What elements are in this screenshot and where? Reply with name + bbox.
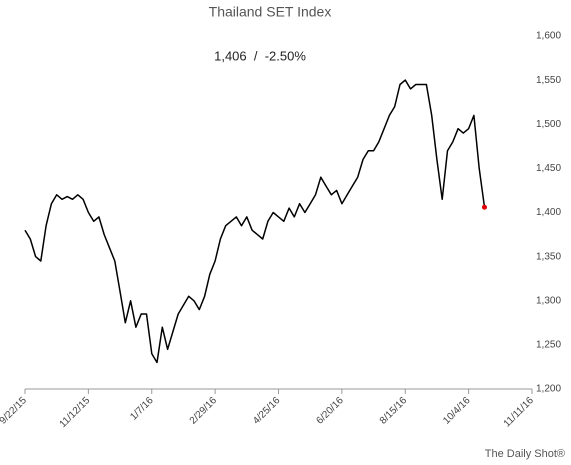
y-tick-label: 1,550: [536, 75, 561, 86]
y-tick-label: 1,400: [536, 207, 561, 218]
x-tick-label: 11/11/16: [502, 395, 537, 430]
x-tick-label: 8/15/16: [378, 395, 410, 427]
line: [24, 79, 486, 364]
x-tick-label: 2/29/16: [188, 395, 220, 427]
y-tick-label: 1,200: [536, 384, 561, 395]
x-tick-label: 11/12/15: [58, 395, 93, 430]
y-tick-label: 1,500: [536, 119, 561, 130]
annotation: 1,406 / -2.50%: [214, 48, 306, 63]
x-tick-label: 1/7/16: [128, 395, 156, 423]
x-tick-label: 9/22/15: [0, 395, 29, 427]
y-tick-label: 1,350: [536, 251, 561, 262]
last-point: [481, 204, 487, 210]
source: The Daily Shot®: [485, 448, 565, 460]
y-tick-label: 1,300: [536, 295, 561, 306]
x-tick-label: 10/4/16: [441, 395, 473, 427]
x-tick-label: 4/25/16: [251, 395, 283, 427]
y-tick-label: 1,450: [536, 163, 561, 174]
y-tick-label: 1,600: [536, 31, 561, 42]
x-tick-label: 6/20/16: [314, 395, 346, 427]
chart-title: Thailand SET Index: [209, 4, 332, 20]
y-tick-label: 1,250: [536, 340, 561, 351]
